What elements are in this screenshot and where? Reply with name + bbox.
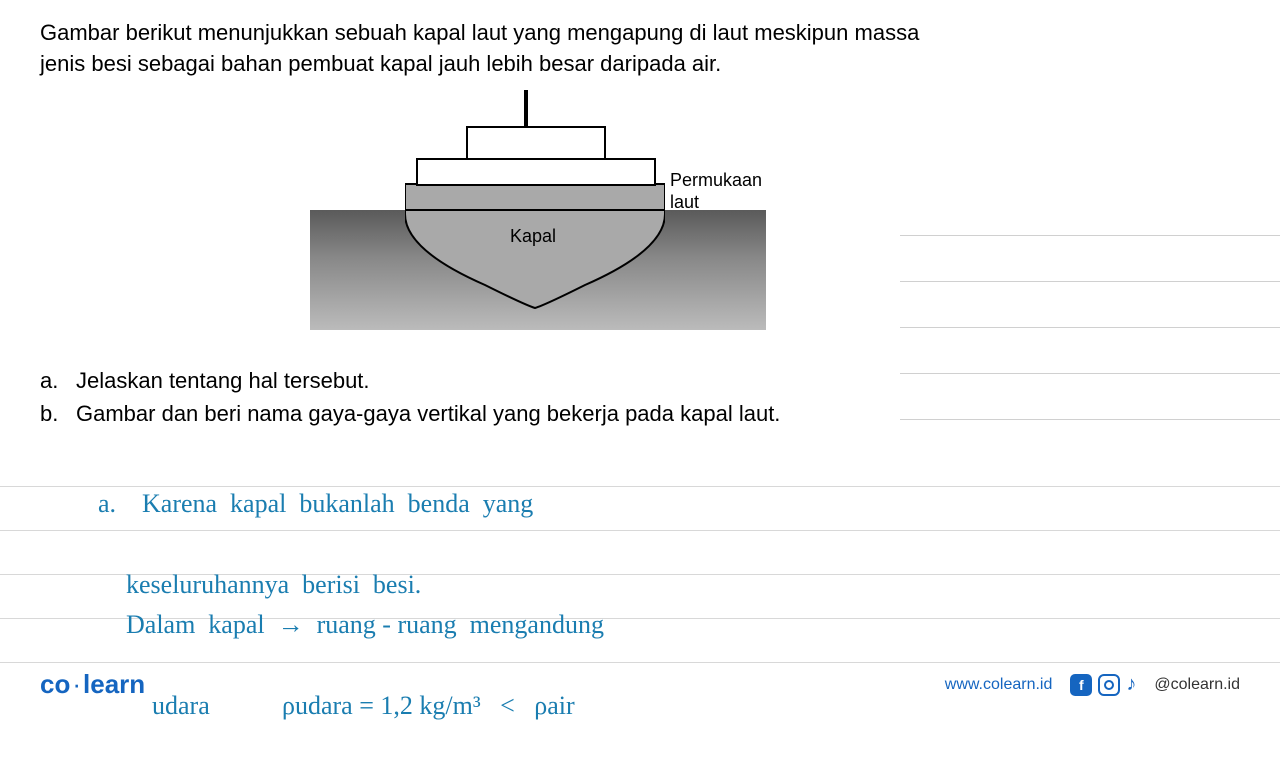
footer-right: www.colearn.id f ♪ @colearn.id	[945, 673, 1240, 696]
question-intro: Gambar berikut menunjukkan sebuah kapal …	[40, 18, 940, 80]
ship-diagram: Kapal Permukaan laut	[310, 90, 766, 330]
label-permukaan-line1: Permukaan	[670, 170, 762, 192]
answer-line2: keseluruhannya berisi besi.	[72, 565, 604, 605]
part-b-letter: b.	[40, 397, 76, 430]
colearn-logo: co·learn	[40, 669, 145, 700]
part-b-text: Gambar dan beri nama gaya-gaya vertikal …	[76, 397, 780, 430]
sub-questions: a. Jelaskan tentang hal tersebut. b. Gam…	[40, 364, 780, 430]
tiktok-icon: ♪	[1126, 673, 1136, 696]
handwritten-answer: a.Karena kapal bukanlah benda yang kesel…	[72, 444, 604, 766]
footer-website: www.colearn.id	[945, 676, 1053, 694]
ship-deck-mid	[416, 158, 656, 186]
logo-learn: learn	[83, 669, 145, 699]
label-permukaan-laut: Permukaan laut	[670, 170, 762, 213]
facebook-icon: f	[1070, 674, 1092, 696]
label-permukaan-line2: laut	[670, 192, 762, 214]
social-icons: f ♪	[1070, 673, 1136, 696]
label-kapal: Kapal	[510, 226, 556, 247]
answer-letter: a.	[98, 484, 142, 524]
answer-line1: Karena kapal bukanlah benda yang	[142, 489, 533, 518]
footer-handle: @colearn.id	[1154, 676, 1240, 694]
ship-mast	[524, 90, 528, 128]
side-ruled-lines	[900, 190, 1280, 420]
footer: co·learn www.colearn.id f ♪ @colearn.id	[40, 669, 1240, 700]
instagram-icon	[1098, 674, 1120, 696]
logo-co: co	[40, 669, 70, 699]
part-a-letter: a.	[40, 364, 76, 397]
ship-deck-top	[466, 126, 606, 160]
logo-dot: ·	[70, 669, 83, 699]
part-a-text: Jelaskan tentang hal tersebut.	[76, 364, 370, 397]
answer-line3: Dalam kapal → ruang - ruang mengandung	[72, 605, 604, 645]
